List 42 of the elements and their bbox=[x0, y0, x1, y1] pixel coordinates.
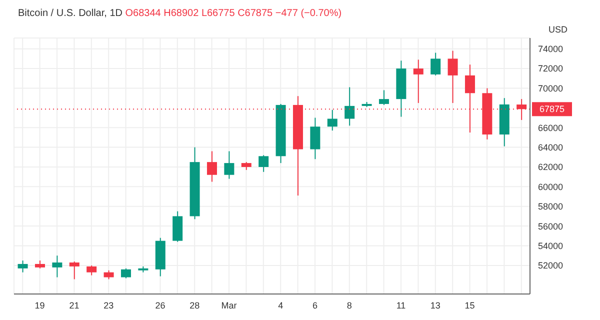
x-tick-label: 28 bbox=[190, 300, 200, 310]
y-tick-label: 60000 bbox=[538, 182, 564, 192]
x-tick-label: 21 bbox=[69, 300, 80, 310]
chart-title: Bitcoin / U.S. Dollar, 1D bbox=[18, 8, 122, 19]
ref-line-label: 67875 bbox=[539, 104, 565, 114]
y-tick-label: 56000 bbox=[538, 221, 564, 232]
candlestick bbox=[448, 50, 458, 104]
x-tick-label: 23 bbox=[104, 300, 114, 310]
y-tick-label: 66000 bbox=[538, 122, 564, 133]
candlestick bbox=[413, 59, 424, 104]
candlestick bbox=[52, 255, 62, 278]
x-tick-label: 6 bbox=[312, 300, 318, 310]
x-tick-label: 8 bbox=[346, 300, 352, 310]
y-tick-label: 72000 bbox=[538, 64, 564, 74]
y-axis-title: USD bbox=[548, 24, 568, 34]
x-tick-label: 13 bbox=[430, 300, 440, 310]
candlestick bbox=[310, 117, 320, 160]
y-tick-label: 70000 bbox=[538, 83, 564, 94]
candlestick bbox=[344, 86, 355, 126]
candlestick bbox=[224, 150, 234, 180]
chart-subtitle: O68344 H68902 L66775 C67875 −477 (−0.70%) bbox=[125, 8, 342, 19]
candlestick bbox=[120, 268, 131, 279]
candlestick bbox=[378, 90, 389, 106]
y-tick-label: 64000 bbox=[538, 142, 564, 152]
x-tick-label: 19 bbox=[34, 300, 45, 310]
x-tick-label: 11 bbox=[396, 300, 406, 310]
x-tick-label: 15 bbox=[464, 300, 475, 310]
candlestick bbox=[327, 109, 338, 132]
candlestick bbox=[69, 261, 80, 280]
y-tick-label: 74000 bbox=[538, 44, 564, 54]
candlestick bbox=[206, 150, 217, 182]
y-tick-label: 52000 bbox=[538, 260, 564, 271]
y-tick-label: 62000 bbox=[538, 162, 564, 172]
x-tick-label: Mar bbox=[221, 300, 237, 310]
candlestick bbox=[258, 154, 269, 172]
y-tick-label: 54000 bbox=[538, 240, 564, 251]
candlestick bbox=[18, 260, 28, 273]
candlestick bbox=[86, 264, 97, 276]
candlestick bbox=[430, 52, 441, 76]
x-tick-label: 4 bbox=[278, 300, 284, 310]
y-tick-label: 58000 bbox=[538, 202, 564, 212]
x-tick-label: 26 bbox=[155, 300, 166, 310]
